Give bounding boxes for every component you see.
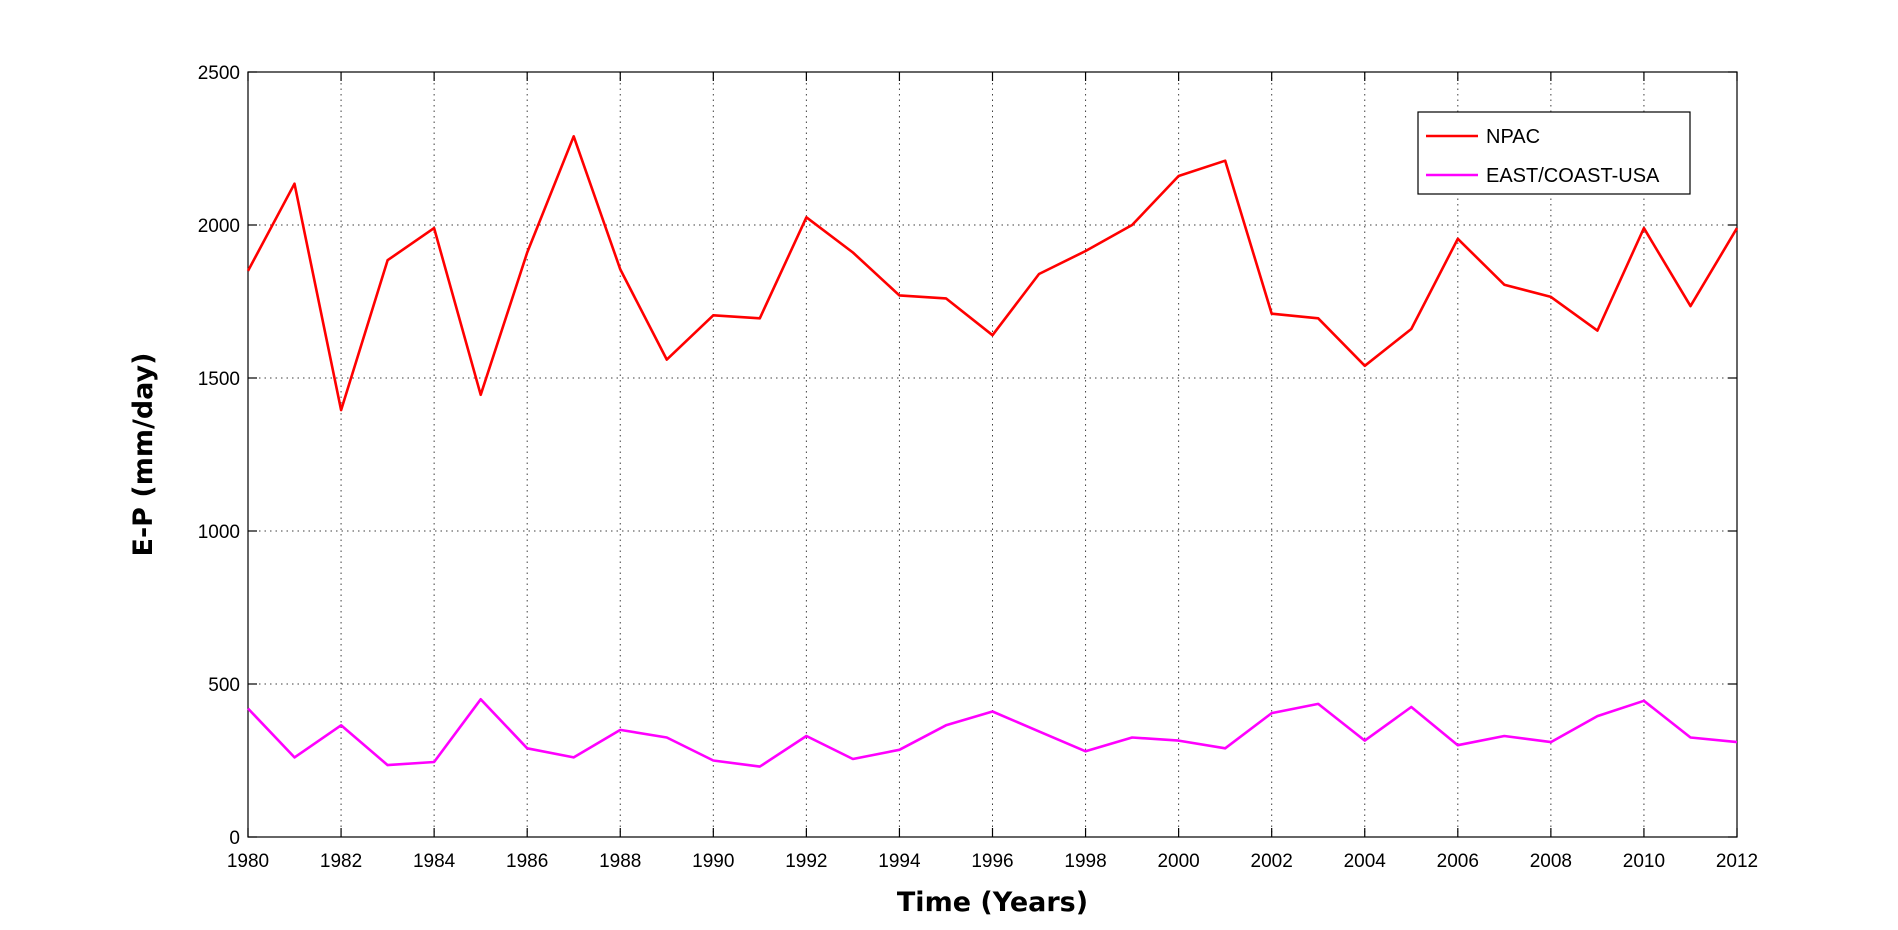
x-tick-label: 2012	[1716, 851, 1758, 872]
legend: NPAC EAST/COAST-USA	[1417, 111, 1691, 195]
x-tick-label: 2006	[1437, 851, 1479, 872]
legend-box	[1417, 111, 1691, 195]
x-tick-label: 1992	[785, 851, 827, 872]
series-line-east-coast-usa	[247, 697, 1738, 768]
x-tick-label: 2010	[1623, 851, 1665, 872]
legend-label-npac: NPAC	[1486, 126, 1540, 148]
x-tick-label: 1984	[413, 851, 456, 872]
y-tick-label: 2000	[198, 216, 240, 237]
legend-label-east-coast-usa: EAST/COAST-USA	[1486, 165, 1660, 187]
y-tick-label: 0	[229, 828, 240, 849]
y-axis-title: E-P (mm/day)	[128, 353, 159, 557]
axis-ticks	[247, 71, 1738, 838]
x-tick-label: 1990	[692, 851, 734, 872]
y-tick-label: 500	[208, 675, 240, 696]
x-tick-label: 2002	[1251, 851, 1293, 872]
x-tick-label: 1986	[506, 851, 548, 872]
y-tick-label: 1500	[198, 369, 240, 390]
y-tick-label: 2500	[198, 63, 240, 84]
x-tick-label: 2008	[1530, 851, 1572, 872]
x-tick-label: 1998	[1064, 851, 1106, 872]
x-tick-label: 1994	[878, 851, 921, 872]
grid-lines	[248, 72, 1737, 837]
data-series	[246, 135, 1739, 768]
x-tick-label: 1988	[599, 851, 641, 872]
x-tick-label: 1980	[227, 851, 269, 872]
x-tick-label: 1982	[320, 851, 362, 872]
x-axis-title: Time (Years)	[897, 887, 1088, 918]
series-line-npac	[246, 135, 1739, 412]
x-tick-label: 2004	[1344, 851, 1387, 872]
x-tick-label: 1996	[971, 851, 1013, 872]
y-tick-label: 1000	[198, 522, 240, 543]
x-tick-label: 2000	[1157, 851, 1199, 872]
tick-labels: 1980 1982 1984 1986 1988 1990 1992 1994 1996 1998…	[198, 63, 1758, 872]
